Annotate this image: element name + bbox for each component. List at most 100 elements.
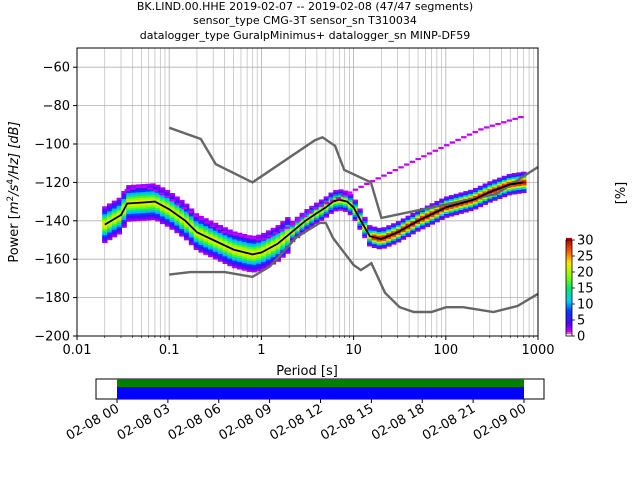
psd-density-cell: [518, 116, 524, 119]
psd-density-cell: [222, 234, 228, 238]
colorbar-swatch: [566, 309, 572, 312]
psd-density-cell: [102, 219, 108, 222]
psd-density-cell: [256, 236, 262, 239]
psd-density-cell: [501, 181, 508, 184]
psd-density-cell: [424, 224, 431, 227]
psd-density-cell: [270, 256, 277, 259]
psd-density-cell: [188, 239, 195, 242]
colorbar-swatch: [566, 305, 572, 308]
psd-density-cell: [140, 210, 147, 214]
psd-density-cell: [280, 253, 286, 256]
psd-density-cell: [265, 255, 272, 258]
colorbar-swatch: [566, 329, 572, 333]
psd-density-cell: [347, 193, 354, 196]
psd-density-cell: [145, 189, 151, 192]
psd-density-cell: [395, 238, 402, 241]
psd-density-cell: [145, 185, 151, 188]
psd-density-cell: [217, 234, 224, 237]
psd-density-cell: [111, 229, 118, 232]
psd-density-cell: [227, 244, 233, 248]
psd-density-cell: [501, 193, 508, 196]
psd-density-cell: [236, 238, 243, 241]
psd-density-cell: [164, 222, 171, 225]
psd-density-cell: [131, 203, 137, 207]
psd-density-cell: [265, 249, 272, 252]
psd-density-cell: [150, 191, 156, 194]
psd-density-cell: [193, 238, 200, 241]
psd-density-cell: [309, 205, 315, 209]
psd-density-cell: [275, 228, 281, 232]
psd-density-cell: [395, 224, 402, 228]
psd-density-cell: [391, 230, 397, 234]
psd-density-cell: [294, 228, 301, 231]
psd-density-cell: [294, 224, 301, 227]
psd-density-cell: [131, 213, 137, 216]
psd-density-cell: [126, 192, 132, 195]
psd-density-cell: [472, 195, 479, 198]
psd-density-cell: [391, 225, 397, 228]
psd-density-cell: [241, 255, 248, 258]
psd-density-cell: [309, 217, 315, 220]
psd-density-cell: [395, 223, 402, 226]
psd-density-cell: [246, 265, 253, 269]
psd-density-cell: [203, 223, 209, 227]
psd-density-cell: [506, 175, 513, 179]
psd-density-cell: [174, 215, 180, 218]
psd-density-cell: [265, 257, 272, 260]
psd-density-cell: [236, 240, 243, 243]
y-tick-label: −120: [34, 176, 70, 191]
timeline-tick-label: 02-08 06: [166, 401, 224, 443]
psd-density-cell: [362, 220, 368, 223]
psd-density-cell: [453, 199, 460, 202]
psd-density-cell: [449, 141, 456, 144]
psd-density-cell: [102, 217, 108, 220]
psd-density-cell: [106, 230, 113, 233]
psd-density-cell: [386, 242, 392, 245]
psd-density-cell: [265, 238, 272, 241]
psd-density-cell: [116, 197, 123, 200]
psd-density-cell: [415, 229, 421, 232]
psd-density-cell: [135, 211, 142, 214]
psd-density-cell: [236, 246, 243, 249]
psd-density-cell: [395, 236, 402, 239]
psd-density-cell: [391, 227, 397, 230]
y-tick-label: −80: [43, 99, 70, 114]
psd-density-cell: [516, 185, 522, 189]
psd-density-cell: [150, 214, 156, 217]
psd-density-cell: [468, 191, 474, 194]
psd-density-cell: [323, 200, 330, 203]
colorbar-swatch: [566, 282, 572, 286]
y-axis-label-mid: /s: [7, 184, 22, 196]
y-axis-label: Power [m2/s4/Hz] [dB]: [6, 121, 22, 262]
psd-density-cell: [169, 225, 175, 228]
psd-density-cell: [159, 208, 166, 211]
psd-density-cell: [347, 209, 354, 212]
psd-density-cell: [468, 208, 474, 212]
psd-density-cell: [145, 204, 151, 208]
psd-density-cell: [246, 237, 253, 240]
psd-density-cell: [181, 207, 188, 210]
psd-density-cell: [275, 230, 281, 234]
psd-density-cell: [126, 194, 132, 197]
colorbar-swatch: [566, 276, 572, 280]
y-tick-label: −60: [43, 61, 70, 76]
psd-density-cell: [121, 210, 127, 213]
psd-density-cell: [126, 198, 132, 201]
colorbar-swatch: [566, 256, 572, 259]
psd-density-cell: [261, 265, 267, 268]
psd-density-cell: [106, 222, 113, 225]
psd-density-cell: [400, 222, 407, 225]
colorbar-swatch: [566, 254, 572, 257]
psd-density-cell: [270, 254, 277, 257]
psd-density-cell: [140, 214, 147, 217]
psd-density-cell: [280, 230, 286, 233]
psd-density-cell: [328, 198, 334, 201]
psd-density-cell: [150, 204, 156, 207]
colorbar-swatch: [566, 284, 572, 288]
psd-density-cell: [335, 197, 342, 200]
colorbar-swatch: [566, 237, 572, 241]
psd-density-cell: [193, 224, 200, 227]
psd-density-cell: [444, 198, 450, 201]
psd-density-cell: [410, 218, 416, 221]
psd-density-cell: [236, 267, 243, 270]
